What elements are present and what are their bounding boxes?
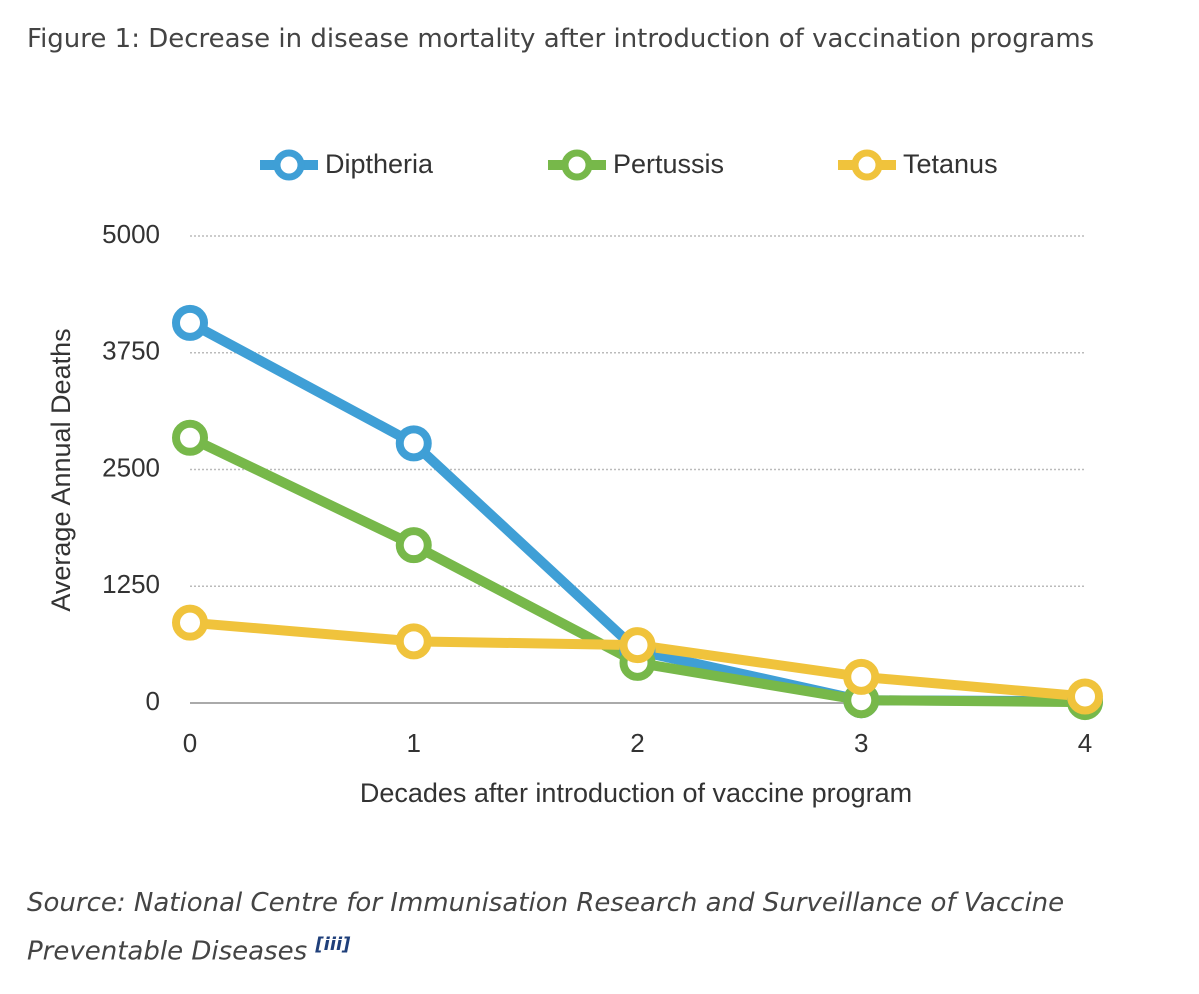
source-note: Source: National Centre for Immunisation…	[27, 882, 1187, 973]
data-point	[619, 627, 656, 664]
legend-marker	[851, 149, 883, 181]
figure-title: Figure 1: Decrease in disease mortality …	[27, 24, 1095, 54]
source-reference[interactable]: [iii]	[315, 934, 351, 955]
x-tick-label: 0	[183, 728, 197, 758]
data-point	[172, 304, 208, 341]
y-tick-label: 1250	[102, 569, 160, 599]
data-point	[395, 527, 432, 564]
x-tick-label: 4	[1078, 728, 1092, 758]
legend-marker	[273, 149, 305, 181]
data-point	[395, 623, 432, 660]
y-axis-label: Average Annual Deaths	[46, 328, 76, 611]
x-axis-label: Decades after introduction of vaccine pr…	[360, 778, 912, 808]
data-point	[395, 425, 432, 462]
legend-label: Tetanus	[903, 149, 998, 179]
legend-label: Pertussis	[613, 149, 724, 179]
y-tick-label: 0	[146, 686, 160, 716]
source-text: Source: National Centre for Immunisation…	[27, 888, 1065, 967]
x-tick-label: 1	[407, 728, 421, 758]
data-point	[172, 604, 208, 641]
data-point	[1067, 678, 1103, 715]
legend-label: Diptheria	[325, 149, 434, 179]
x-tick-label: 3	[854, 728, 868, 758]
legend-marker	[561, 149, 593, 181]
x-tick-label: 2	[630, 728, 644, 758]
y-tick-label: 3750	[102, 336, 160, 366]
data-point	[172, 419, 208, 456]
y-tick-label: 2500	[102, 452, 160, 482]
y-tick-label: 5000	[102, 219, 160, 249]
data-point	[843, 658, 880, 695]
chart: Average Annual Deaths Decades after intr…	[46, 149, 1103, 808]
